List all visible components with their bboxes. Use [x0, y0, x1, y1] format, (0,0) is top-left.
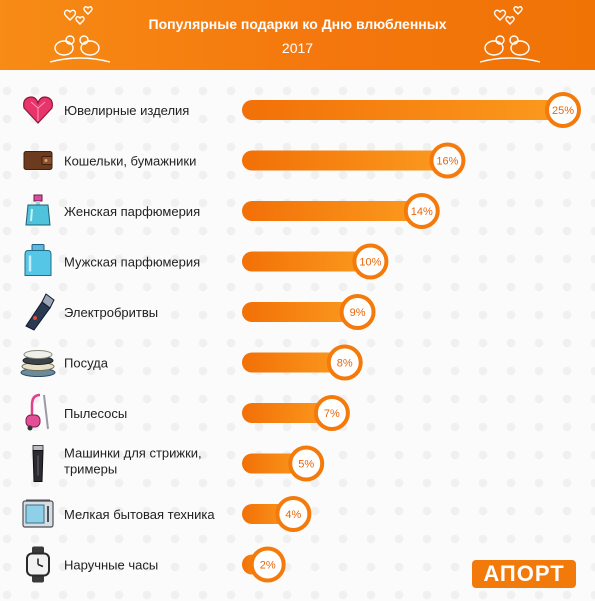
- category-label: Ювелирные изделия: [64, 103, 189, 118]
- chart-title: Популярные подарки ко Дню влюбленных: [148, 16, 447, 32]
- value-bubble: [339, 294, 376, 330]
- lovebirds-hearts-icon: [479, 6, 541, 63]
- value-bubble: [403, 193, 440, 229]
- category-label: Мужская парфюмерия: [64, 255, 200, 270]
- value-label: 14%: [411, 206, 433, 218]
- aport-logo: АПОРТ: [472, 560, 576, 588]
- hair-clipper-icon: [32, 445, 44, 482]
- bar: [242, 302, 358, 322]
- bar: [242, 251, 371, 272]
- category-label: Мелкая бытовая техника: [64, 507, 215, 522]
- wallet-icon: [23, 151, 53, 170]
- value-label: 25%: [552, 105, 574, 117]
- perfume-bottle-blue-icon: [24, 244, 52, 276]
- lovebirds-hearts-icon: [49, 6, 111, 63]
- value-bubble: [275, 496, 312, 532]
- header-banner: Популярные подарки ко Дню влюбленных 201…: [0, 0, 595, 70]
- plates-stack-icon: [20, 350, 56, 377]
- heart-gem-icon: [23, 96, 53, 124]
- value-label: 7%: [324, 408, 340, 420]
- bar: [242, 201, 422, 221]
- bar: [242, 100, 563, 120]
- value-bubble: [326, 344, 363, 381]
- value-bubble: [545, 92, 581, 128]
- bar: [242, 403, 332, 423]
- category-label: Женская парфюмерия: [64, 204, 200, 219]
- bar: [242, 352, 345, 373]
- category-label: Посуда: [64, 356, 109, 371]
- value-bubble: [429, 142, 466, 179]
- value-bubble: [288, 445, 325, 482]
- bar: [242, 150, 448, 171]
- value-bubble: [249, 546, 286, 583]
- wristwatch-icon: [26, 546, 50, 583]
- category-label: Машинки для стрижки, тримеры: [64, 446, 202, 477]
- electric-shaver-icon: [25, 293, 55, 331]
- microwave-icon: [22, 499, 54, 528]
- value-label: 10%: [359, 257, 381, 269]
- value-label: 8%: [337, 358, 353, 370]
- chart-subtitle: 2017: [281, 40, 314, 56]
- value-label: 2%: [260, 560, 276, 572]
- bar-chart: Ювелирные изделия 25% Кошельки, бумажники 1…: [20, 92, 581, 583]
- value-label: 5%: [298, 459, 314, 471]
- perfume-bottle-pink-icon: [25, 194, 51, 226]
- value-bubble: [313, 395, 350, 431]
- category-label: Пылесосы: [64, 406, 127, 421]
- category-label: Электробритвы: [64, 305, 158, 320]
- category-label: Наручные часы: [64, 558, 158, 573]
- category-label: Кошельки, бумажники: [64, 154, 196, 169]
- value-label: 4%: [285, 509, 301, 521]
- value-label: 16%: [436, 156, 458, 168]
- value-bubble: [352, 243, 389, 280]
- value-label: 9%: [350, 307, 366, 319]
- vacuum-cleaner-icon: [25, 393, 49, 431]
